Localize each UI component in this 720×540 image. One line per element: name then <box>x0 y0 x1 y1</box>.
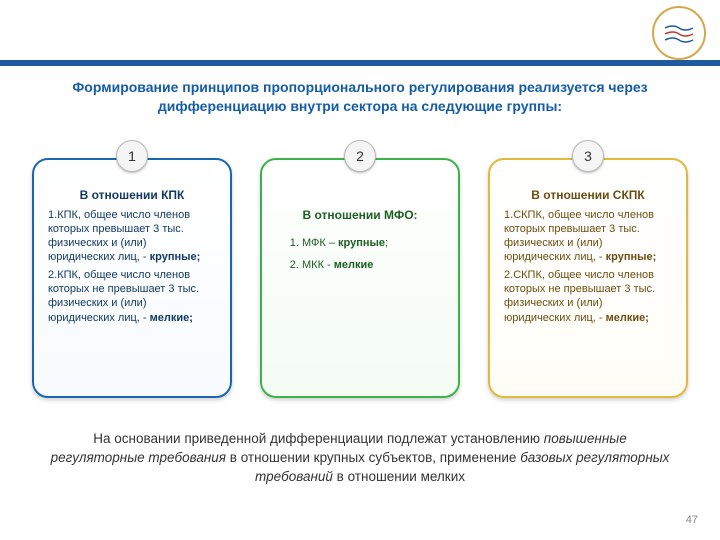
card-2-wrap: 2 В отношении МФО: МФК – крупные; МКК - … <box>260 140 460 400</box>
card-2-item-2: МКК - мелкие <box>302 258 444 272</box>
card-2-title: В отношении МФО: <box>276 208 444 222</box>
card-3-wrap: 3 В отношении СКПК 1.СКПК, общее число ч… <box>488 140 688 400</box>
seal-icon <box>663 22 695 44</box>
cards-row: 1 В отношении КПК 1.КПК, общее число чле… <box>32 140 688 400</box>
card-2-item-1: МФК – крупные; <box>302 236 444 250</box>
card-3-title: В отношении СКПК <box>504 188 672 202</box>
title-bar <box>0 60 720 66</box>
card-3: В отношении СКПК 1.СКПК, общее число чле… <box>488 158 688 398</box>
card-2-badge: 2 <box>344 140 376 172</box>
card-2: В отношении МФО: МФК – крупные; МКК - ме… <box>260 158 460 398</box>
card-1-item-1: 1.КПК, общее число членов которых превыш… <box>48 208 216 264</box>
page-number: 47 <box>686 514 698 526</box>
card-1-wrap: 1 В отношении КПК 1.КПК, общее число чле… <box>32 140 232 400</box>
card-1-item-2: 2.КПК, общее число членов которых не пре… <box>48 268 216 324</box>
card-3-item-2: 2.СКПК, общее число членов которых не пр… <box>504 268 672 324</box>
footer-text: На основании приведенной дифференциации … <box>50 430 670 487</box>
card-3-item-1: 1.СКПК, общее число членов которых превы… <box>504 208 672 264</box>
lead-text: Формирование принципов пропорционального… <box>50 78 670 116</box>
slide: Формирование принципов пропорционального… <box>0 0 720 540</box>
card-1-badge: 1 <box>116 140 148 172</box>
card-3-badge: 3 <box>572 140 604 172</box>
seal-logo <box>652 6 706 60</box>
card-1: В отношении КПК 1.КПК, общее число члено… <box>32 158 232 398</box>
card-1-title: В отношении КПК <box>48 188 216 202</box>
